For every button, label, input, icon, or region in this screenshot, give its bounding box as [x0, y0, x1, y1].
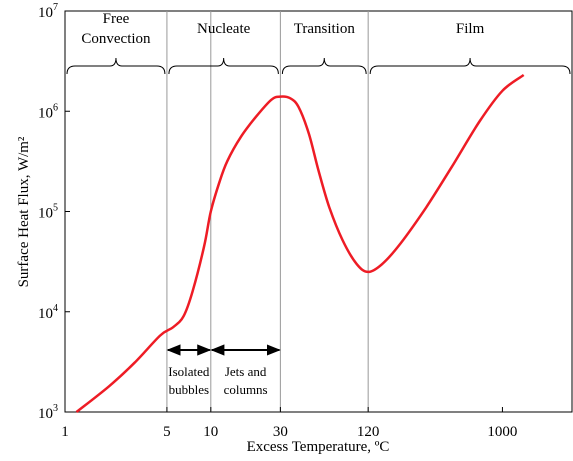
regime-label: Convection — [81, 31, 151, 47]
subregion-label: columns — [224, 382, 268, 397]
y-tick-label: 107 — [38, 2, 58, 21]
subregion-label: Isolated — [168, 364, 210, 379]
regime-label: Nucleate — [197, 21, 251, 37]
series-group — [75, 73, 525, 413]
regime-braces — [66, 57, 571, 75]
subregion-label: Jets and — [225, 364, 267, 379]
x-axis-label: Excess Temperature, ºC — [247, 439, 390, 455]
x-tick-label: 120 — [357, 424, 380, 440]
regime-labels: Free Convection Nucleate Transition Film — [81, 11, 484, 47]
regime-brace — [168, 57, 279, 75]
x-tick-label: 1000 — [487, 424, 517, 440]
y-axis-ticks: 103 104 105 106 107 — [38, 2, 70, 422]
plot-frame — [64, 10, 573, 413]
x-tick-label: 10 — [203, 424, 218, 440]
subregion-label: bubbles — [169, 382, 209, 397]
regime-label: Transition — [294, 21, 356, 37]
regime-brace — [66, 57, 166, 75]
regime-boundaries — [166, 11, 369, 412]
regime-label: Free — [103, 11, 130, 27]
y-tick-label: 106 — [38, 102, 58, 121]
regime-label: Film — [456, 21, 485, 37]
nucleate-subregions: Isolated bubbles Jets and columns — [166, 344, 281, 397]
x-tick-label: 1 — [61, 424, 69, 440]
y-tick-label: 104 — [38, 303, 58, 322]
boiling-curve-line — [75, 73, 525, 413]
x-axis-ticks: 1 5 10 30 120 1000 — [61, 407, 517, 440]
y-tick-label: 103 — [38, 403, 58, 422]
x-tick-label: 5 — [163, 424, 171, 440]
y-tick-label: 105 — [38, 203, 58, 222]
y-axis-label: Surface Heat Flux, W/m² — [16, 136, 32, 287]
x-tick-label: 30 — [273, 424, 288, 440]
regime-brace — [369, 57, 571, 75]
regime-brace — [281, 57, 367, 75]
